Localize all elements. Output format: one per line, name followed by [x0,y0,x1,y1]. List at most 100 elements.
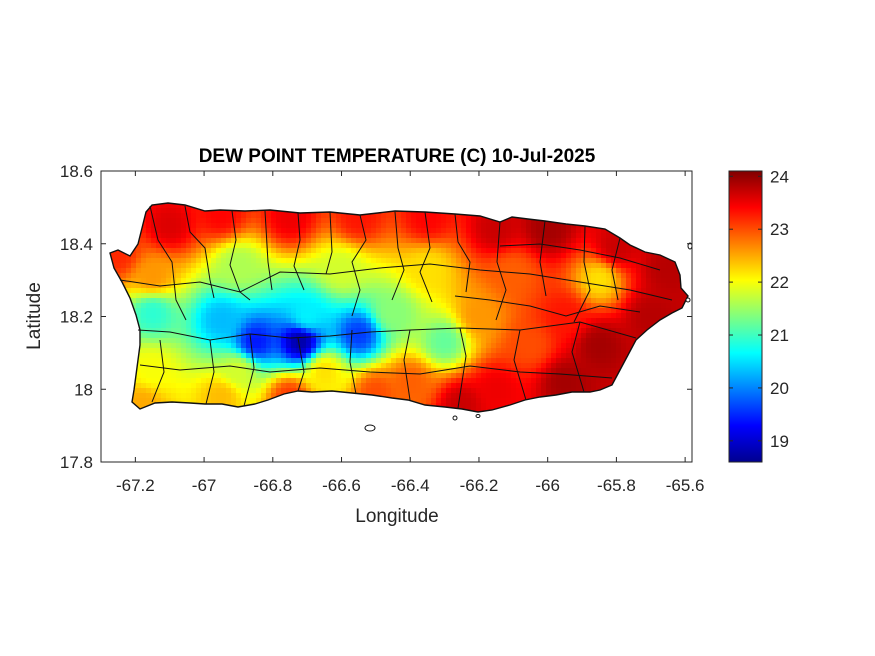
field-cell [191,258,197,264]
field-cell [261,273,267,279]
field-cell [611,283,617,289]
field-cell [326,363,332,369]
field-cell [586,248,592,254]
field-cell [266,318,272,324]
field-cell [156,233,162,239]
field-cell [586,268,592,274]
field-cell [471,288,477,294]
field-cell [146,393,152,399]
field-cell [176,343,182,349]
field-cell [501,398,507,404]
field-cell [336,373,342,379]
field-cell [331,293,337,299]
field-cell [491,273,497,279]
field-cell [431,358,437,364]
field-cell [156,318,162,324]
field-cell [266,283,272,289]
field-cell [166,323,172,329]
field-cell [211,398,217,404]
field-cell [276,378,282,384]
field-cell [306,273,312,279]
field-cell [376,348,382,354]
field-cell [596,273,602,279]
field-cell [256,228,262,234]
field-cell [346,303,352,309]
field-cell [296,233,302,239]
field-cell [271,308,277,314]
field-cell [456,393,462,399]
field-cell [451,348,457,354]
field-cell [581,333,587,339]
field-cell [601,253,607,259]
field-cell [591,343,597,349]
field-cell [376,358,382,364]
field-cell [391,298,397,304]
field-cell [486,343,492,349]
field-cell [486,403,492,409]
field-cell [541,343,547,349]
field-cell [456,273,462,279]
field-cell [421,353,427,359]
field-cell [576,228,582,234]
field-cell [521,223,527,229]
field-cell [216,333,222,339]
field-cell [476,268,482,274]
field-cell [526,243,532,249]
field-cell [151,378,157,384]
field-cell [621,313,627,319]
field-cell [541,383,547,389]
field-cell [211,338,217,344]
field-cell [416,323,422,329]
field-cell [571,273,577,279]
field-cell [461,298,467,304]
field-cell [451,233,457,239]
field-cell [656,263,662,269]
field-cell [656,253,662,259]
field-cell [551,233,557,239]
field-cell [226,318,232,324]
field-cell [421,303,427,309]
field-cell [341,303,347,309]
field-cell [161,328,167,334]
field-cell [171,263,177,269]
field-cell [421,323,427,329]
field-cell [426,388,432,394]
field-cell [421,333,427,339]
field-cell [386,353,392,359]
field-cell [571,228,577,234]
field-cell [266,368,272,374]
field-cell [376,378,382,384]
field-cell [206,303,212,309]
field-cell [181,318,187,324]
field-cell [571,233,577,239]
field-cell [191,388,197,394]
field-cell [351,248,357,254]
field-cell [286,318,292,324]
field-cell [381,328,387,334]
field-cell [336,308,342,314]
field-cell [481,273,487,279]
field-cell [636,273,642,279]
field-cell [501,308,507,314]
field-cell [446,393,452,399]
field-cell [291,303,297,309]
field-cell [591,353,597,359]
field-cell [206,393,212,399]
field-cell [301,268,307,274]
field-cell [426,343,432,349]
field-cell [391,303,397,309]
field-cell [251,328,257,334]
field-cell [251,213,257,219]
field-cell [231,238,237,244]
field-cell [196,263,202,269]
field-cell [466,373,472,379]
field-cell [426,353,432,359]
field-cell [611,308,617,314]
field-cell [276,278,282,284]
field-cell [386,388,392,394]
field-cell [441,298,447,304]
field-cell [511,328,517,334]
field-cell [351,238,357,244]
field-cell [411,213,417,219]
field-cell [431,378,437,384]
